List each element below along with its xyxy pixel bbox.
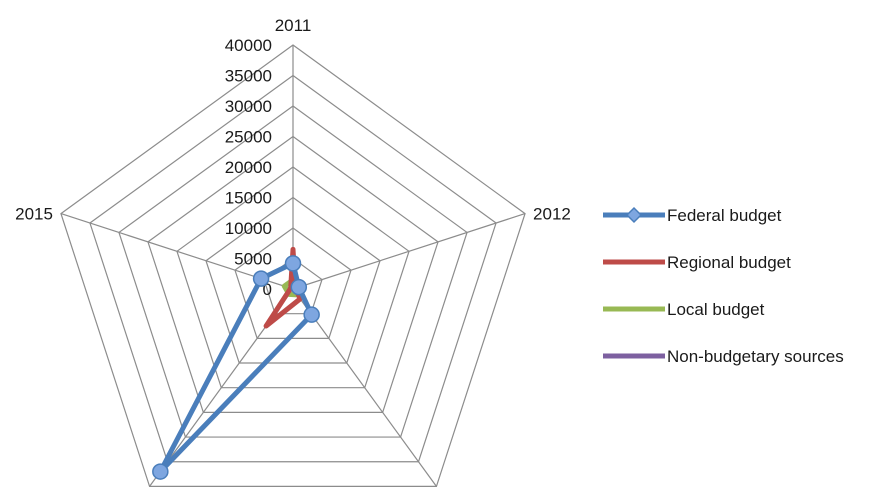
legend-entry: Federal budget (603, 206, 782, 225)
legend-entry: Regional budget (603, 253, 791, 272)
legend-label: Local budget (667, 300, 765, 319)
series-marker (152, 463, 169, 480)
legend: Federal budget Regional budget Local budge… (603, 206, 844, 366)
tick-label: 35000 (225, 67, 272, 86)
series-marker (290, 278, 308, 296)
grid-ring (60, 44, 526, 488)
tick-label: 20000 (225, 158, 272, 177)
category-label: 2015 (15, 205, 53, 224)
grid-spoke (292, 213, 526, 290)
grid-spoke (292, 288, 437, 487)
grid-ring (118, 105, 468, 438)
series-marker (252, 270, 270, 287)
tick-label: 30000 (225, 97, 272, 116)
tick-label: 40000 (225, 36, 272, 55)
legend-label: Non-budgetary sources (667, 347, 844, 366)
grid-ring (147, 135, 439, 413)
grid-ring (234, 227, 352, 339)
legend-label: Regional budget (667, 253, 791, 272)
legend-entry: Non-budgetary sources (603, 347, 844, 366)
legend-entry: Local budget (603, 300, 765, 319)
series-plot-area (152, 246, 320, 480)
legend-label: Federal budget (667, 206, 782, 225)
category-label: 2011 (275, 16, 312, 35)
radial-axis-ticks: 0 5000 10000 15000 20000 25000 30000 35000 40000 (225, 36, 272, 299)
tick-label: 25000 (225, 128, 272, 147)
category-label: 2012 (533, 205, 571, 224)
series-marker (303, 306, 320, 323)
tick-label: 10000 (225, 219, 272, 238)
tick-label: 0 (263, 280, 272, 299)
legend-marker (625, 206, 643, 224)
tick-label: 5000 (234, 250, 272, 269)
grid-ring (176, 166, 410, 389)
category-labels: 20112012201320142015 (15, 16, 571, 224)
tick-label: 15000 (225, 189, 272, 208)
series-marker (284, 255, 302, 272)
grid-ring (205, 196, 381, 364)
grid-ring (89, 74, 497, 463)
